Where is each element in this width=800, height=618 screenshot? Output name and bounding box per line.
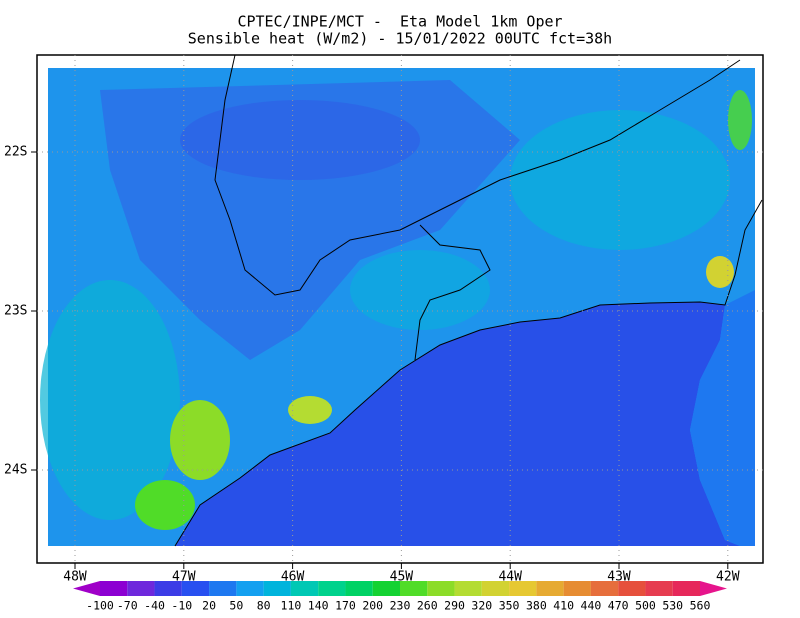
colorbar-swatch bbox=[536, 581, 564, 596]
colorbar-swatch bbox=[454, 581, 482, 596]
colorbar-swatch bbox=[181, 581, 210, 596]
colorbar-swatch bbox=[318, 581, 346, 596]
colorbar-label: 140 bbox=[308, 599, 329, 613]
high-flux-area bbox=[706, 256, 734, 288]
ocean bbox=[175, 302, 740, 546]
map-frame bbox=[36, 54, 764, 564]
high-flux-area bbox=[728, 90, 752, 150]
ocean-east bbox=[690, 290, 755, 546]
lon-label: 42W bbox=[716, 570, 740, 585]
colorbar-end bbox=[700, 581, 727, 596]
cyan-area bbox=[350, 250, 490, 330]
cyan-area bbox=[510, 110, 730, 250]
state-border bbox=[214, 54, 741, 296]
coastline bbox=[174, 199, 763, 547]
colorbar-label: 110 bbox=[281, 599, 302, 613]
lon-label: 44W bbox=[498, 570, 522, 585]
colorbar-label: -70 bbox=[117, 599, 138, 613]
colorbar-label: 530 bbox=[662, 599, 683, 613]
colorbar-swatch bbox=[263, 581, 291, 596]
high-flux-area bbox=[135, 480, 195, 530]
colorbar-swatch bbox=[236, 581, 264, 596]
lon-label: 47W bbox=[172, 570, 196, 585]
colorbar-swatch bbox=[154, 581, 182, 596]
colorbar-label: 410 bbox=[553, 599, 574, 613]
colorbar-label: 290 bbox=[444, 599, 465, 613]
lat-label: 22S bbox=[4, 145, 27, 160]
colorbar-label: 320 bbox=[471, 599, 492, 613]
colorbar-swatch bbox=[590, 581, 619, 596]
colorbar-label: 80 bbox=[257, 599, 271, 613]
field bbox=[40, 54, 763, 547]
colorbar-swatch bbox=[127, 581, 155, 596]
colorbar-swatch bbox=[509, 581, 537, 596]
colorbar-swatch bbox=[290, 581, 319, 596]
lon-label: 48W bbox=[63, 570, 87, 585]
colorbar-swatch bbox=[427, 581, 455, 596]
colorbar-label: -40 bbox=[144, 599, 165, 613]
colorbar-label: 20 bbox=[202, 599, 216, 613]
state-border bbox=[414, 224, 491, 361]
colorbar-label: 440 bbox=[581, 599, 602, 613]
colorbar-label: -100 bbox=[86, 599, 114, 613]
colorbar-swatch bbox=[672, 581, 700, 596]
colorbar-swatch bbox=[618, 581, 646, 596]
colorbar-swatch bbox=[100, 581, 128, 596]
colorbar-label: 380 bbox=[526, 599, 547, 613]
colorbar-label: 470 bbox=[608, 599, 629, 613]
lon-label: 45W bbox=[390, 570, 414, 585]
colorbar-swatch bbox=[372, 581, 400, 596]
colorbar-label: 500 bbox=[635, 599, 656, 613]
colorbar-swatch bbox=[563, 581, 591, 596]
lon-label: 43W bbox=[607, 570, 631, 585]
colorbar-label: 350 bbox=[499, 599, 520, 613]
high-flux-area bbox=[288, 396, 332, 424]
colorbar-label: 560 bbox=[690, 599, 711, 613]
colorbar-swatch bbox=[481, 581, 510, 596]
colorbar-swatch bbox=[209, 581, 237, 596]
low-flux-area bbox=[180, 100, 420, 180]
colorbar-swatch bbox=[400, 581, 428, 596]
colorbar-label: 200 bbox=[362, 599, 383, 613]
colorbar-label: 170 bbox=[335, 599, 356, 613]
colorbar-label: 260 bbox=[417, 599, 438, 613]
lon-label: 46W bbox=[281, 570, 305, 585]
colorbar-label: 230 bbox=[390, 599, 411, 613]
lat-label: 23S bbox=[4, 304, 27, 319]
title-line1: CPTEC/INPE/MCT - Eta Model 1km Oper bbox=[237, 13, 562, 31]
colorbar-end bbox=[73, 581, 100, 596]
title-line2: Sensible heat (W/m2) - 15/01/2022 00UTC … bbox=[188, 30, 612, 48]
colorbar-swatch bbox=[345, 581, 373, 596]
high-flux-area bbox=[170, 400, 230, 480]
colorbar-swatch bbox=[645, 581, 673, 596]
colorbar-label: 50 bbox=[229, 599, 243, 613]
lat-label: 24S bbox=[4, 463, 27, 478]
colorbar-label: -10 bbox=[171, 599, 192, 613]
